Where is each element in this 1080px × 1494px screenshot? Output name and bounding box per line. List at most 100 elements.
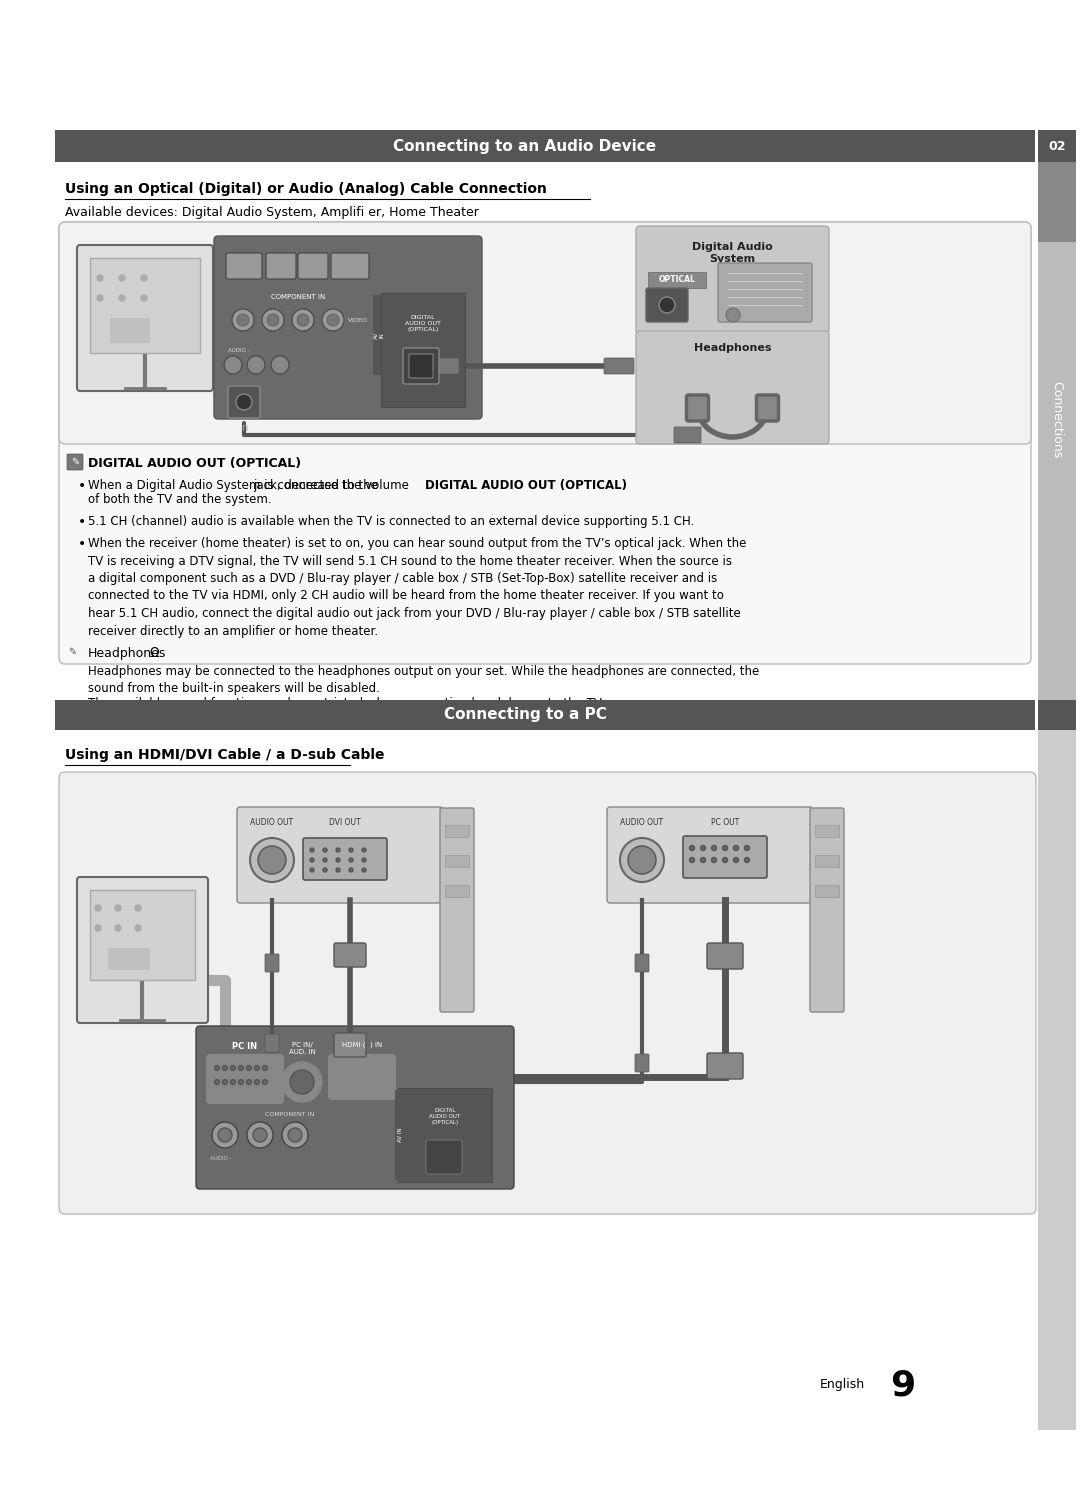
Text: COMPONENT IN: COMPONENT IN xyxy=(271,294,325,300)
Circle shape xyxy=(322,309,345,332)
FancyBboxPatch shape xyxy=(55,701,1035,731)
Text: ✎: ✎ xyxy=(68,647,76,657)
Text: When the receiver (home theater) is set to on, you can hear sound output from th: When the receiver (home theater) is set … xyxy=(87,536,746,638)
Circle shape xyxy=(119,275,125,281)
Circle shape xyxy=(310,868,314,872)
FancyBboxPatch shape xyxy=(395,1091,405,1180)
Circle shape xyxy=(224,356,242,374)
Circle shape xyxy=(336,858,340,862)
FancyBboxPatch shape xyxy=(59,223,1031,663)
FancyBboxPatch shape xyxy=(334,1032,366,1056)
FancyBboxPatch shape xyxy=(403,348,438,384)
Text: Connections: Connections xyxy=(1051,381,1064,459)
FancyBboxPatch shape xyxy=(329,1055,395,1100)
FancyBboxPatch shape xyxy=(77,877,208,1023)
Circle shape xyxy=(262,1080,268,1085)
Circle shape xyxy=(119,294,125,300)
Text: The headphone volume and TV volume are adjusted separately.: The headphone volume and TV volume are a… xyxy=(87,716,467,728)
FancyBboxPatch shape xyxy=(1038,161,1076,722)
Circle shape xyxy=(327,314,339,326)
Text: Connecting to a PC: Connecting to a PC xyxy=(444,708,607,723)
FancyBboxPatch shape xyxy=(266,252,296,279)
Circle shape xyxy=(726,308,740,323)
FancyBboxPatch shape xyxy=(1038,130,1076,161)
Circle shape xyxy=(310,858,314,862)
FancyBboxPatch shape xyxy=(303,838,387,880)
Text: The available sound function can be restricted when connecting headphones to the: The available sound function can be rest… xyxy=(87,698,604,710)
FancyBboxPatch shape xyxy=(440,808,474,1011)
Text: Using an Optical (Digital) or Audio (Analog) Cable Connection: Using an Optical (Digital) or Audio (Ana… xyxy=(65,182,546,196)
FancyBboxPatch shape xyxy=(207,1055,283,1103)
Circle shape xyxy=(712,858,716,862)
FancyBboxPatch shape xyxy=(427,359,459,374)
Circle shape xyxy=(362,849,366,852)
Text: Available devices: Digital Audio System, Amplifi er, Home Theater: Available devices: Digital Audio System,… xyxy=(65,206,478,220)
FancyBboxPatch shape xyxy=(90,890,195,980)
Text: ✎: ✎ xyxy=(71,457,79,468)
FancyBboxPatch shape xyxy=(445,825,469,837)
Circle shape xyxy=(323,858,327,862)
Circle shape xyxy=(215,1080,219,1085)
FancyBboxPatch shape xyxy=(426,1140,462,1174)
FancyBboxPatch shape xyxy=(636,226,829,335)
FancyBboxPatch shape xyxy=(635,955,649,973)
FancyBboxPatch shape xyxy=(373,294,384,375)
Circle shape xyxy=(114,925,121,931)
FancyBboxPatch shape xyxy=(77,245,213,391)
FancyBboxPatch shape xyxy=(59,772,1036,1215)
Circle shape xyxy=(246,1065,252,1071)
Circle shape xyxy=(141,294,147,300)
FancyBboxPatch shape xyxy=(604,359,634,374)
FancyBboxPatch shape xyxy=(399,1088,492,1182)
FancyBboxPatch shape xyxy=(334,943,366,967)
Text: English: English xyxy=(820,1377,865,1391)
Text: •: • xyxy=(78,536,86,551)
Text: VIDEO: VIDEO xyxy=(348,318,368,323)
FancyBboxPatch shape xyxy=(707,1053,743,1079)
Circle shape xyxy=(215,1065,219,1071)
Circle shape xyxy=(362,858,366,862)
FancyBboxPatch shape xyxy=(815,855,839,867)
Circle shape xyxy=(247,356,265,374)
FancyBboxPatch shape xyxy=(110,318,150,344)
Circle shape xyxy=(323,868,327,872)
Text: 9: 9 xyxy=(890,1369,915,1401)
Text: COMPONENT IN: COMPONENT IN xyxy=(266,1112,314,1118)
Text: AV
IN: AV IN xyxy=(374,332,384,339)
Text: n: n xyxy=(241,423,247,433)
Text: •: • xyxy=(78,480,86,493)
Text: Digital Audio
System: Digital Audio System xyxy=(692,242,773,264)
FancyBboxPatch shape xyxy=(756,394,779,421)
Circle shape xyxy=(232,309,254,332)
Circle shape xyxy=(255,1065,259,1071)
FancyBboxPatch shape xyxy=(635,1053,649,1073)
Circle shape xyxy=(733,858,739,862)
Circle shape xyxy=(349,868,353,872)
Circle shape xyxy=(97,294,103,300)
Circle shape xyxy=(271,356,289,374)
Circle shape xyxy=(230,1080,235,1085)
Circle shape xyxy=(349,849,353,852)
Circle shape xyxy=(292,309,314,332)
Circle shape xyxy=(114,905,121,911)
Circle shape xyxy=(689,846,694,850)
Circle shape xyxy=(262,309,284,332)
FancyBboxPatch shape xyxy=(265,1034,279,1052)
FancyBboxPatch shape xyxy=(683,837,767,878)
FancyBboxPatch shape xyxy=(195,1026,514,1189)
FancyBboxPatch shape xyxy=(108,949,150,970)
Circle shape xyxy=(291,1070,314,1094)
Text: Headphones may be connected to the headphones output on your set. While the head: Headphones may be connected to the headp… xyxy=(87,665,759,695)
Circle shape xyxy=(222,1065,228,1071)
FancyBboxPatch shape xyxy=(718,263,812,323)
FancyBboxPatch shape xyxy=(445,855,469,867)
Circle shape xyxy=(362,868,366,872)
Text: jack, decrease the volume: jack, decrease the volume xyxy=(253,480,409,492)
Circle shape xyxy=(135,905,141,911)
Circle shape xyxy=(95,905,102,911)
Text: AUDIO -: AUDIO - xyxy=(210,1156,231,1161)
Text: Headphones: Headphones xyxy=(87,647,166,660)
Circle shape xyxy=(620,838,664,881)
Circle shape xyxy=(701,846,705,850)
Circle shape xyxy=(723,846,728,850)
